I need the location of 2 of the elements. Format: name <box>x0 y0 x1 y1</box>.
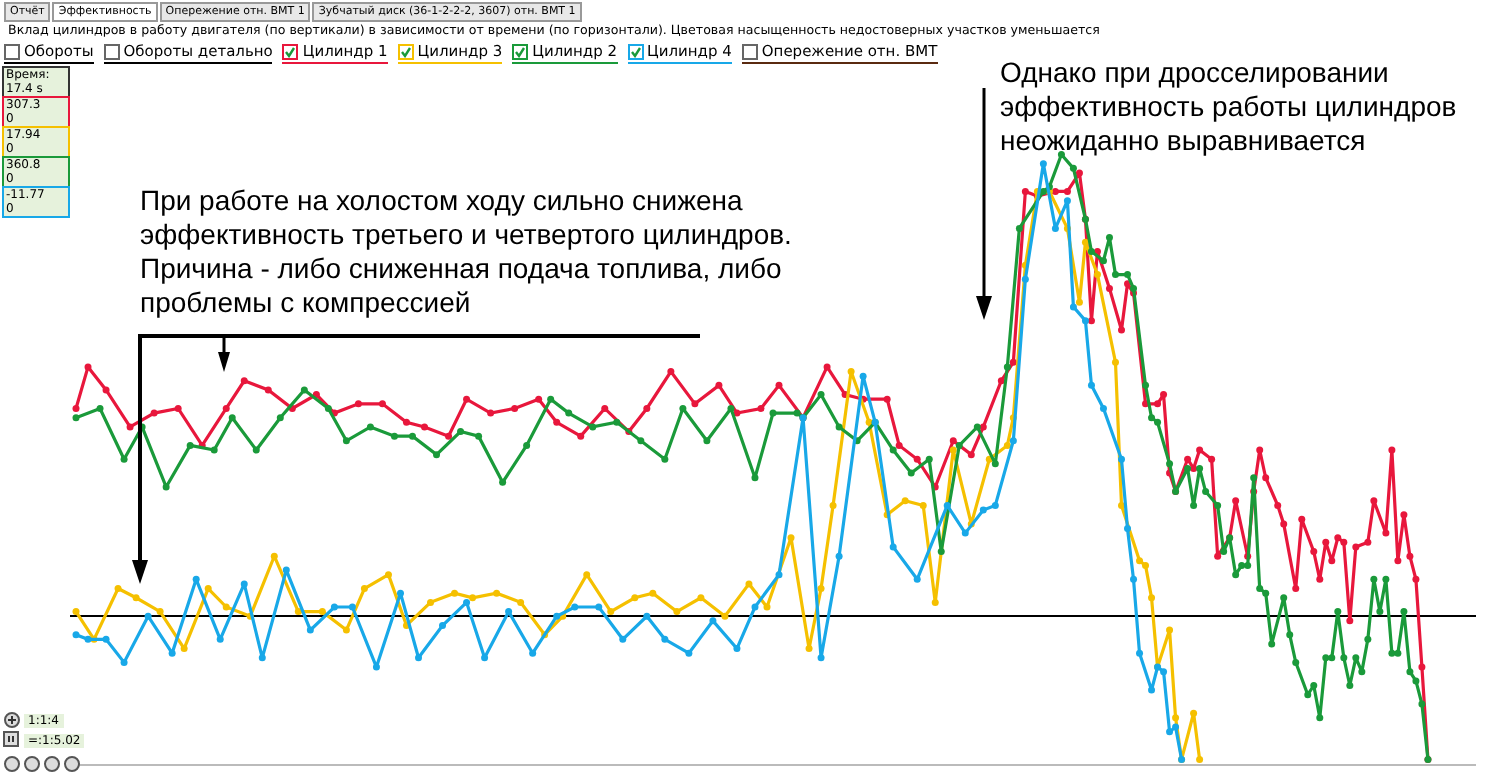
annotation: Однако при дросселировании эффективность работы цилиндров неожиданно выравнивается <box>1000 56 1459 158</box>
annotation: При работе на холостом ходу сильно снижена эффективность третьего и четвертого цилиндров. Причина - либо сниженная подача топлива, либо проблемы с компрессией <box>140 184 794 320</box>
